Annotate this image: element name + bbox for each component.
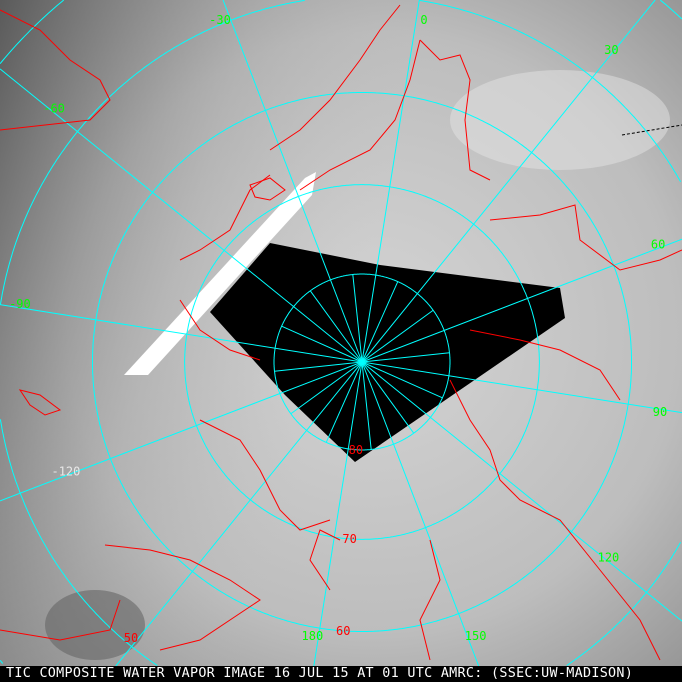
coastline-asia-east: [449, 379, 661, 661]
longitude-label: -120: [51, 465, 80, 479]
image-caption: TIC COMPOSITE WATER VAPOR IMAGE 16 JUL 1…: [0, 666, 682, 682]
longitude-label: -60: [43, 102, 65, 116]
meridian-45: [361, 309, 434, 363]
meridian--180: [313, 361, 363, 666]
meridian-150: [361, 361, 480, 666]
graticule: [0, 0, 682, 666]
moist-band: [450, 70, 670, 170]
longitude-label: 150: [465, 629, 487, 643]
meridian--105: [274, 361, 363, 372]
coastline-baffin: [179, 174, 271, 261]
coastline-north-america: [0, 544, 261, 651]
latitude-circle-80: [273, 273, 451, 451]
latitude-label: 70: [342, 532, 356, 546]
coastline-scandinavia: [419, 39, 491, 181]
meridian--45: [309, 290, 363, 363]
map-labels: -60 -30 0 30 60 90 120 150 180 -120 -90 80 70 60 50: [9, 13, 667, 645]
meridian--120: [0, 361, 363, 502]
meridian-0: [361, 0, 420, 363]
meridian--15: [352, 274, 363, 363]
meridian-165: [361, 361, 372, 450]
meridian--90: [0, 304, 363, 363]
coastline-canada-arctic: [179, 299, 331, 531]
meridian-135: [361, 361, 415, 434]
coastline-greenland: [269, 4, 421, 191]
latitude-circle-50: [0, 0, 682, 666]
meridian-90: [361, 361, 682, 414]
coastline-hudson: [18, 389, 62, 416]
longitude-label: 90: [653, 405, 667, 419]
latitude-label: 50: [124, 631, 138, 645]
scan-line-artifact: [621, 124, 682, 136]
meridian-120: [361, 361, 682, 622]
longitude-label: 120: [598, 551, 620, 565]
latitude-label: 60: [336, 624, 350, 638]
meridian-30: [361, 0, 656, 363]
meridian--135: [290, 361, 363, 415]
meridian--75: [281, 325, 363, 363]
longitude-label: 30: [604, 43, 618, 57]
coastline-siberia: [469, 204, 682, 401]
white-data-strip: [124, 172, 316, 375]
longitude-label: 60: [651, 237, 665, 251]
meridian--165: [325, 361, 363, 443]
latitude-circle-70: [184, 184, 540, 540]
latitude-label: 80: [349, 443, 363, 457]
meridian--150: [115, 361, 363, 666]
latitude-circle-40: [0, 0, 682, 664]
longitude-label: 180: [302, 629, 324, 643]
meridian-105: [361, 361, 443, 399]
meridian-75: [361, 352, 450, 363]
longitude-label: 0: [420, 13, 427, 27]
coastline-labrador: [0, 9, 111, 131]
coastline-iceland: [249, 177, 286, 201]
meridian--60: [0, 68, 363, 363]
meridian--30: [222, 0, 363, 363]
coastline-alaska: [309, 529, 441, 661]
latitude-circle-60: [92, 92, 632, 632]
meridian-15: [361, 281, 399, 363]
longitude-label: -30: [209, 13, 231, 27]
coastlines: [0, 4, 682, 661]
polar-water-vapor-map: -60 -30 0 30 60 90 120 150 180 -120 -90 80 70 60 50: [0, 0, 682, 666]
meridian-60: [361, 238, 682, 363]
dry-vortex: [45, 590, 145, 660]
longitude-label: -90: [9, 297, 31, 311]
